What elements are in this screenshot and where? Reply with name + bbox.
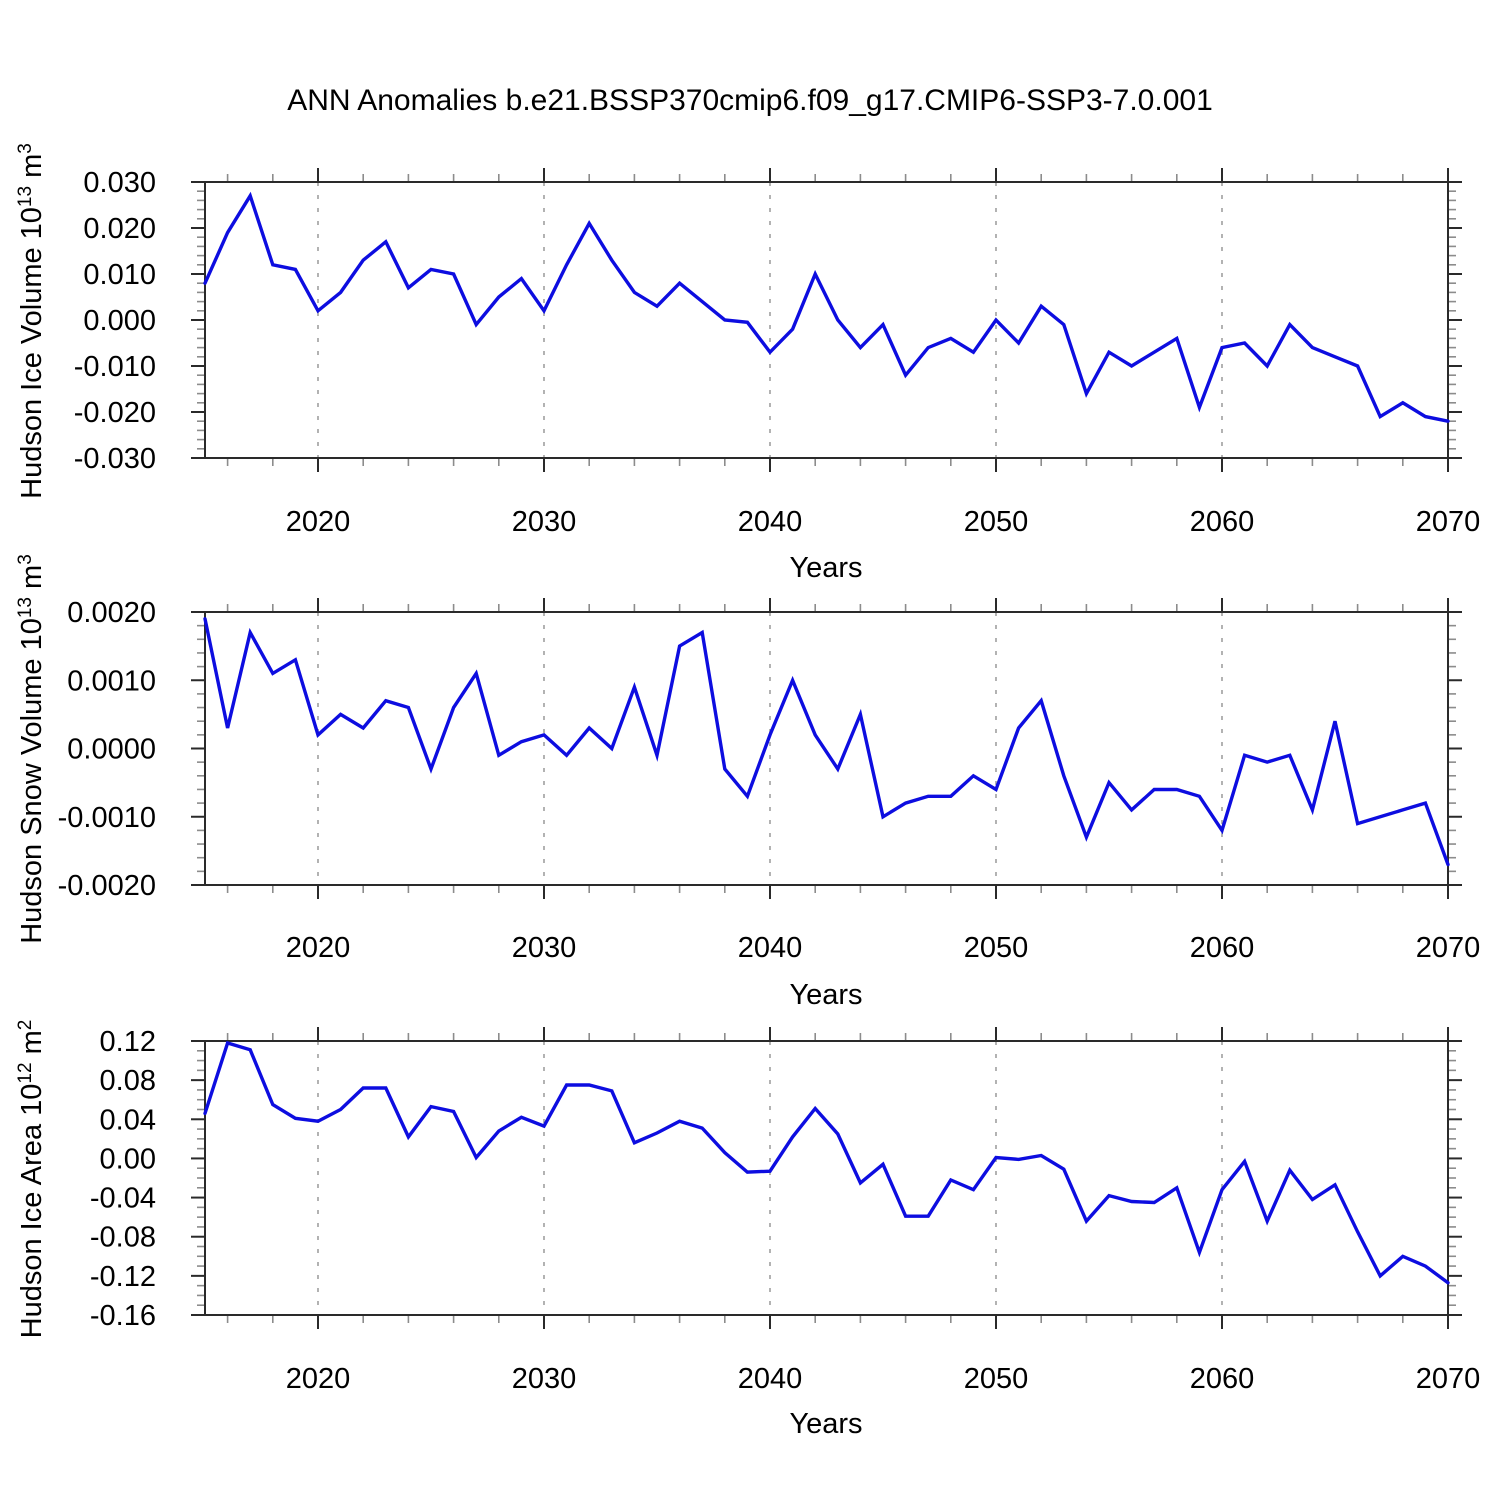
x-tick-label-2070: 2070 [1416, 932, 1481, 964]
chart-ice-area: 2020 2030 2040 2050 2060 2070 -0.16 -0.12 -0.08 -… [90, 1026, 1480, 1395]
y-tick-label: 0.04 [100, 1104, 156, 1136]
series-line-snow-volume [203, 617, 1450, 867]
y-tick-label: -0.020 [74, 397, 156, 429]
y-tick-label: -0.010 [74, 351, 156, 383]
x-tick-label-2020: 2020 [286, 506, 351, 538]
y-tick-label: 0.000 [83, 305, 156, 337]
x-tick-label-2030: 2030 [512, 506, 577, 538]
y-tick-label: -0.0010 [58, 802, 156, 834]
x-tick-label-2050: 2050 [964, 506, 1029, 538]
y-tick-label: 0.010 [83, 259, 156, 291]
x-tick-label-2030: 2030 [512, 1363, 577, 1395]
y-tick-label: -0.0020 [58, 870, 156, 902]
x-tick-label-2070: 2070 [1416, 1363, 1481, 1395]
y-tick-label: -0.12 [90, 1261, 156, 1293]
x-tick-label-2060: 2060 [1190, 506, 1255, 538]
x-tick-label-2050: 2050 [964, 1363, 1029, 1395]
y-tick-label: 0.0000 [67, 734, 156, 766]
y-axis-label-snow-volume: Hudson Snow Volume 1013 m3 [15, 554, 48, 944]
x-tick-label-2020: 2020 [286, 932, 351, 964]
x-tick-label-2070: 2070 [1416, 506, 1481, 538]
x-tick-label-2020: 2020 [286, 1363, 351, 1395]
plot-frame [204, 1040, 1449, 1316]
x-tick-label-2040: 2040 [738, 932, 803, 964]
y-tick-label: 0.12 [100, 1026, 156, 1058]
chart-snow-volume: 2020 2030 2040 2050 2060 2070 -0.0020 -0.0010 0.… [58, 597, 1481, 964]
y-tick-label: -0.030 [74, 443, 156, 475]
plot-frame [204, 181, 1449, 459]
page-title: ANN Anomalies b.e21.BSSP370cmip6.f09_g17… [287, 84, 1213, 117]
series-line-ice-area [203, 1040, 1450, 1285]
y-tick-label: -0.08 [90, 1222, 156, 1254]
x-tick-label-2050: 2050 [964, 932, 1029, 964]
x-axis-label-chart3: Years [789, 1408, 863, 1440]
y-tick-label: 0.030 [83, 167, 156, 199]
x-tick-label-2040: 2040 [738, 1363, 803, 1395]
y-tick-label: 0.08 [100, 1065, 156, 1097]
y-axis-label-ice-area: Hudson Ice Area 1012 m2 [15, 1019, 48, 1339]
y-tick-label: -0.04 [90, 1183, 156, 1215]
y-tick-label: 0.0010 [67, 665, 156, 697]
series-line-ice-volume [203, 191, 1450, 423]
x-tick-label-2040: 2040 [738, 506, 803, 538]
x-axis-label-chart2: Years [789, 979, 863, 1011]
plot-frame [204, 611, 1449, 886]
y-tick-label: 0.00 [100, 1143, 156, 1175]
x-axis-label-chart1: Years [789, 552, 863, 584]
x-tick-label-2030: 2030 [512, 932, 577, 964]
x-tick-label-2060: 2060 [1190, 932, 1255, 964]
y-tick-label: 0.0020 [67, 597, 156, 629]
y-tick-label: 0.020 [83, 213, 156, 245]
y-tick-label: -0.16 [90, 1300, 156, 1332]
x-tick-label-2060: 2060 [1190, 1363, 1255, 1395]
y-axis-label-ice-volume: Hudson Ice Volume 1013 m3 [15, 143, 48, 499]
chart-ice-volume: 2020 2030 2040 2050 2060 2070 -0.030 -0.020 -0.0… [74, 167, 1480, 538]
